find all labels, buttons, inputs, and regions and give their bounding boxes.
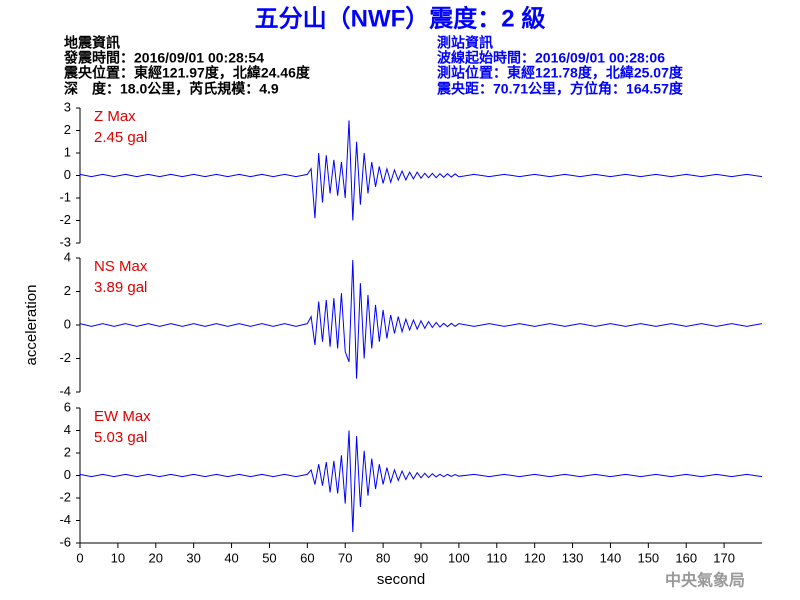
- info-right: 震央距：70.71公里，方位角：164.57度: [436, 81, 684, 97]
- x-tick-label: 50: [262, 550, 276, 565]
- info-left: 震央位置：東經121.97度，北緯24.46度: [63, 65, 311, 81]
- x-tick-label: 110: [486, 550, 507, 565]
- x-tick-label: 100: [448, 550, 470, 565]
- x-tick-label: 160: [675, 550, 697, 565]
- y-tick-label: 3: [64, 99, 71, 114]
- x-tick-label: 140: [600, 550, 622, 565]
- x-tick-label: 30: [186, 550, 200, 565]
- y-tick-label: 2: [64, 122, 71, 137]
- y-tick-label: 6: [64, 399, 71, 414]
- x-tick-label: 80: [376, 550, 390, 565]
- max-annotation: Z Max: [94, 108, 136, 125]
- info-right: 測站資訊: [437, 35, 493, 51]
- x-axis-label: second: [377, 571, 425, 588]
- info-left: 深 度：18.0公里，芮氏規模：4.9: [64, 81, 279, 97]
- footer: 中央氣象局: [665, 571, 745, 590]
- y-tick-label: -2: [59, 489, 71, 504]
- x-tick-label: 170: [713, 550, 735, 565]
- max-annotation: 5.03 gal: [94, 429, 147, 446]
- info-right: 波線起始時間：2016/09/01 00:28:06: [437, 50, 665, 66]
- y-tick-label: -4: [59, 383, 71, 398]
- y-tick-label: -2: [59, 212, 71, 227]
- y-tick-label: 2: [64, 283, 71, 298]
- y-tick-label: -6: [59, 534, 71, 549]
- waveform: [79, 430, 763, 533]
- max-annotation: 3.89 gal: [94, 279, 147, 296]
- y-tick-label: 4: [64, 249, 71, 264]
- y-tick-label: 0: [64, 167, 71, 182]
- info-left: 地震資訊: [64, 35, 120, 51]
- y-tick-label: -2: [59, 350, 71, 365]
- x-tick-label: 150: [637, 550, 659, 565]
- x-tick-label: 60: [300, 550, 314, 565]
- x-tick-label: 130: [562, 550, 584, 565]
- y-tick-label: -4: [59, 512, 71, 527]
- y-tick-label: 0: [64, 316, 71, 331]
- x-tick-label: 10: [111, 550, 125, 565]
- y-tick-label: 4: [64, 422, 71, 437]
- x-tick-label: 40: [224, 550, 238, 565]
- y-tick-label: -1: [59, 189, 71, 204]
- max-annotation: NS Max: [94, 258, 148, 275]
- y-tick-label: 2: [64, 444, 71, 459]
- max-annotation: EW Max: [94, 408, 151, 425]
- x-tick-label: 90: [414, 550, 428, 565]
- info-left: 發震時間：2016/09/01 00:28:54: [63, 50, 264, 66]
- x-tick-label: 120: [524, 550, 546, 565]
- y-tick-label: -3: [59, 234, 71, 249]
- x-tick-label: 70: [338, 550, 352, 565]
- max-annotation: 2.45 gal: [94, 129, 147, 146]
- title: 五分山（NWF）震度：2 級: [255, 4, 546, 32]
- y-tick-label: 0: [64, 467, 71, 482]
- info-right: 測站位置：東經121.78度，北緯25.07度: [437, 65, 684, 81]
- y-axis-label: acceleration: [23, 285, 40, 366]
- x-tick-label: 20: [149, 550, 163, 565]
- waveform: [79, 259, 763, 379]
- y-tick-label: 1: [64, 144, 71, 159]
- x-tick-label: 0: [76, 550, 83, 565]
- waveform: [79, 120, 763, 221]
